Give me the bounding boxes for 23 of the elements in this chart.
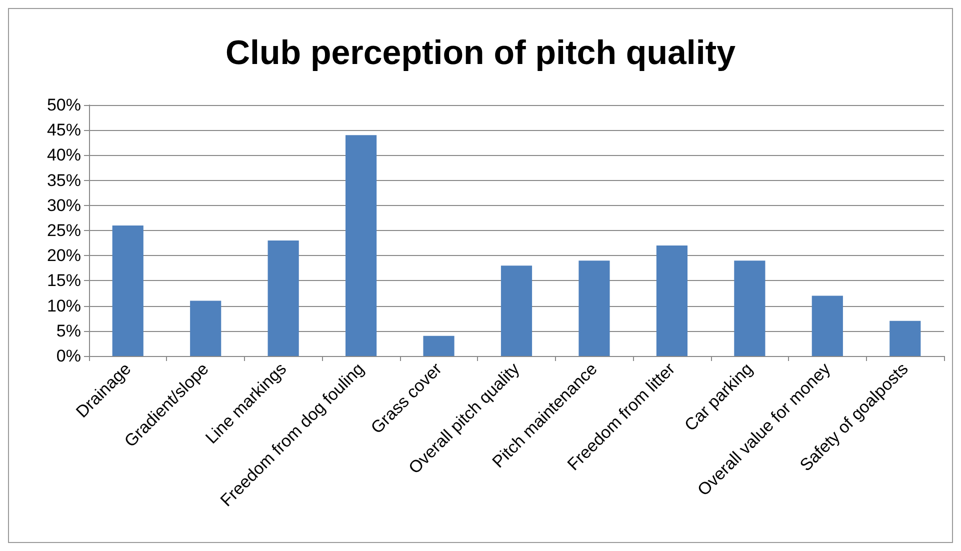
bar bbox=[812, 296, 843, 356]
y-tick-label: 20% bbox=[46, 246, 81, 266]
bar bbox=[423, 336, 454, 356]
bar bbox=[656, 246, 688, 356]
y-tick-label: 5% bbox=[56, 321, 81, 340]
chart-title: Club perception of pitch quality bbox=[226, 34, 736, 72]
bar bbox=[346, 135, 377, 356]
y-tick-label: 25% bbox=[46, 221, 81, 240]
y-tick-label: 10% bbox=[46, 296, 81, 316]
bar bbox=[734, 260, 766, 356]
bar bbox=[500, 266, 532, 356]
y-tick-label: 0% bbox=[56, 346, 81, 366]
y-tick-label: 40% bbox=[46, 146, 81, 165]
bar bbox=[190, 300, 222, 356]
bar bbox=[112, 225, 144, 356]
y-tick-label: 35% bbox=[46, 170, 81, 190]
y-tick-label: 15% bbox=[46, 271, 81, 290]
y-tick-label: 30% bbox=[46, 196, 81, 215]
y-tick-label: 45% bbox=[46, 120, 81, 140]
bar bbox=[578, 260, 610, 356]
bar bbox=[890, 320, 921, 356]
bar bbox=[268, 240, 299, 356]
y-tick-label: 50% bbox=[46, 96, 81, 114]
